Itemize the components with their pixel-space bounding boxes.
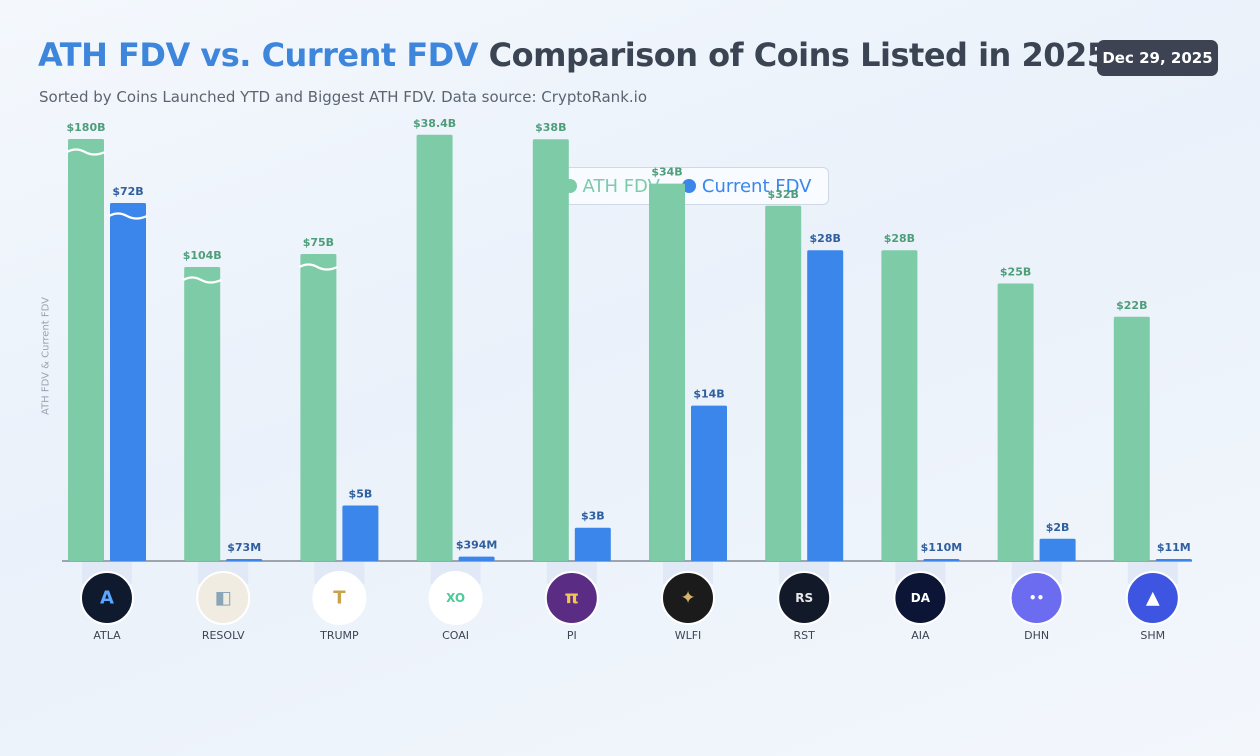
ath-value-label-pi: $38B <box>535 121 566 134</box>
current-bar-dhn <box>1039 538 1076 561</box>
ath-bar-aia <box>881 250 918 561</box>
current-value-label-dhn: $2B <box>1046 521 1070 534</box>
ath-value-label-atla: $180B <box>67 121 106 134</box>
ath-value-label-wlfi: $34B <box>651 166 682 179</box>
current-bar-aia <box>923 559 960 561</box>
shm-logo-icon-glyph: ▲ <box>1146 588 1160 609</box>
axis-break-mark-atla <box>108 212 148 220</box>
x-tick-label-atla: ATLA <box>93 629 121 642</box>
ath-bar-trump <box>300 254 337 561</box>
ath-value-label-dhn: $25B <box>1000 266 1031 279</box>
x-tick-label-pi: PI <box>567 629 577 642</box>
ath-bar-wlfi <box>649 183 685 561</box>
coai-logo-icon <box>428 571 483 625</box>
axis-break-mark-trump <box>298 263 338 271</box>
chart-title-highlight: ATH FDV vs. Current FDV <box>38 36 479 74</box>
legend-label-current: Current FDV <box>701 175 812 197</box>
current-bar-shm <box>1155 559 1192 561</box>
ath-bar-atla <box>68 139 104 561</box>
ath-bar-shm <box>1113 316 1150 561</box>
current-bar-resolv <box>226 559 263 561</box>
atla-logo-icon <box>80 571 134 625</box>
legend-label-ath: ATH FDV <box>582 175 660 197</box>
dhn-logo-icon <box>1009 571 1064 625</box>
chart-title-rest: Comparison of Coins Listed in 2025 <box>488 36 1109 74</box>
shm-logo-icon <box>1125 571 1180 625</box>
x-tick-label-resolv: RESOLV <box>202 629 245 642</box>
ath-value-label-aia: $28B <box>884 232 915 245</box>
pi-logo-icon <box>544 571 599 625</box>
aia-logo-icon-glyph: DA <box>911 591 931 605</box>
dhn-logo-icon-glyph: •• <box>1029 591 1044 605</box>
current-bar-wlfi <box>691 405 727 561</box>
x-tick-label-trump: TRUMP <box>319 629 359 642</box>
ath-bar-dhn <box>997 283 1034 561</box>
chart-legend: ATH FDV Current FDV <box>545 167 829 205</box>
current-value-label-rst: $28B <box>810 232 841 245</box>
pi-logo-icon-glyph: π <box>565 588 579 609</box>
current-value-label-trump: $5B <box>349 488 373 501</box>
coai-logo-icon-glyph: XO <box>446 591 465 605</box>
x-tick-label-rst: RST <box>794 629 816 642</box>
ath-bar-resolv <box>184 267 221 561</box>
ath-value-label-trump: $75B <box>303 236 334 249</box>
date-badge: Dec 29, 2025 <box>1097 40 1218 76</box>
x-tick-label-wlfi: WLFI <box>675 629 702 642</box>
axis-break-mark-resolv <box>182 276 222 284</box>
x-tick-label-shm: SHM <box>1140 629 1165 642</box>
rst-logo-icon-glyph: RS <box>795 591 813 605</box>
resolv-logo-icon <box>196 571 251 625</box>
rst-logo-icon <box>777 571 832 625</box>
chart-title: ATH FDV vs. Current FDV Comparison of Co… <box>38 36 1109 74</box>
ath-bar-rst <box>765 205 802 562</box>
x-tick-label-aia: AIA <box>911 629 930 642</box>
current-value-label-resolv: $73M <box>227 541 261 554</box>
ath-value-label-resolv: $104B <box>183 249 222 262</box>
current-bar-atla <box>110 203 146 561</box>
aia-logo-icon <box>893 571 948 625</box>
atla-logo-icon-glyph: A <box>100 588 114 609</box>
current-value-label-coai: $394M <box>456 539 498 552</box>
ath-value-label-rst: $32B <box>768 188 799 201</box>
trump-logo-icon-glyph: T <box>333 588 346 609</box>
current-value-label-aia: $110M <box>921 541 963 554</box>
chart-subtitle: Sorted by Coins Launched YTD and Biggest… <box>39 88 647 106</box>
current-bar-rst <box>807 250 844 561</box>
current-bar-trump <box>342 505 379 561</box>
current-bar-coai <box>458 556 495 561</box>
x-tick-label-coai: COAI <box>442 629 469 642</box>
current-value-label-atla: $72B <box>112 185 143 198</box>
trump-logo-icon <box>312 571 367 625</box>
current-value-label-wlfi: $14B <box>693 388 724 401</box>
wlfi-logo-icon-glyph: ✦ <box>680 588 695 609</box>
ath-value-label-shm: $22B <box>1116 299 1147 312</box>
ath-bar-coai <box>416 134 453 561</box>
legend-swatch-current <box>681 179 696 193</box>
wlfi-logo-icon <box>661 571 715 625</box>
resolv-logo-icon-glyph: ◧ <box>215 588 232 609</box>
legend-item-current: Current FDV <box>681 175 812 197</box>
current-value-label-pi: $3B <box>581 510 605 523</box>
x-tick-label-dhn: DHN <box>1024 629 1049 642</box>
current-value-label-shm: $11M <box>1157 541 1191 554</box>
ath-value-label-coai: $38.4B <box>413 117 456 130</box>
axis-break-mark-atla <box>66 148 106 156</box>
ath-bar-pi <box>532 139 569 561</box>
current-bar-pi <box>574 527 611 561</box>
